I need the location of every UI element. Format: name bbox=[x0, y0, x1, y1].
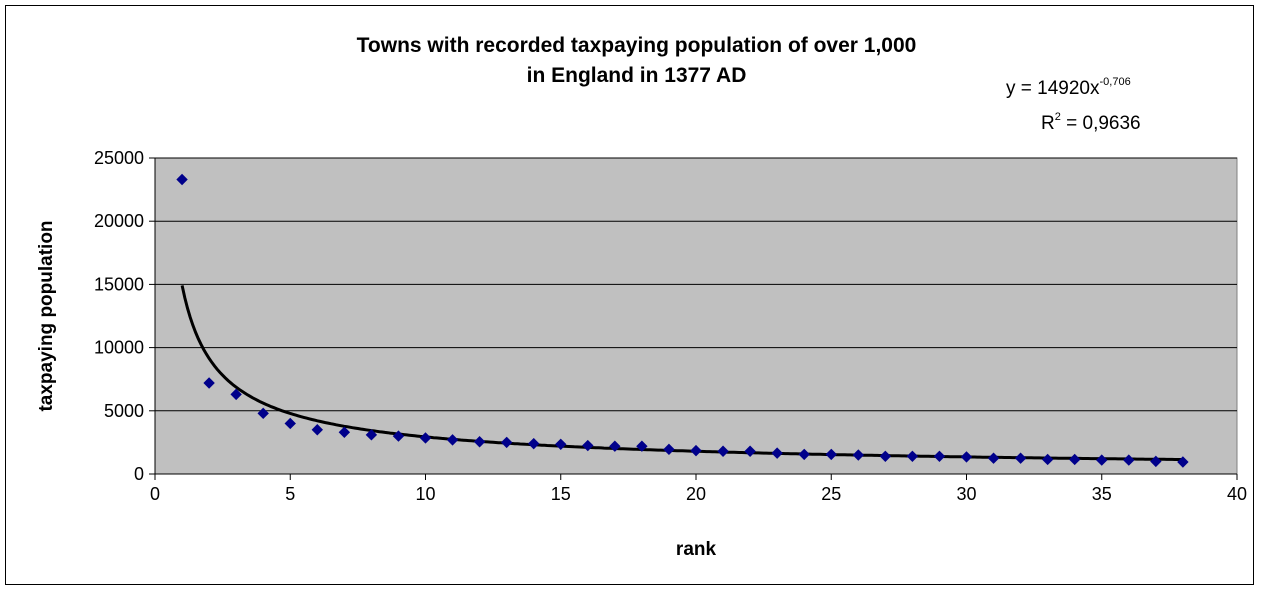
x-tick-label-35: 35 bbox=[1092, 484, 1112, 504]
data-point-23 bbox=[771, 447, 783, 459]
data-point-31 bbox=[987, 452, 1000, 464]
y-tick-label-15000: 15000 bbox=[94, 274, 144, 294]
data-point-18 bbox=[636, 440, 648, 452]
data-point-26 bbox=[852, 449, 865, 461]
chart-title-line-2: in England in 1377 AD bbox=[526, 64, 747, 87]
axes bbox=[149, 157, 1238, 480]
x-tick-label-25: 25 bbox=[821, 484, 841, 504]
data-point-28 bbox=[906, 450, 919, 463]
data-point-17 bbox=[609, 440, 621, 452]
r-squared-exponent: 2 bbox=[1054, 111, 1061, 123]
data-point-25 bbox=[825, 448, 837, 461]
data-point-11 bbox=[446, 434, 459, 446]
data-point-34 bbox=[1068, 453, 1081, 466]
y-tick-label-10000: 10000 bbox=[94, 338, 144, 358]
x-tick-label-10: 10 bbox=[415, 484, 435, 504]
data-point-36 bbox=[1123, 454, 1135, 466]
x-tick-label-40: 40 bbox=[1227, 484, 1247, 504]
data-point-24 bbox=[798, 448, 810, 461]
data-point-15 bbox=[555, 438, 567, 451]
r-squared-symbol: R bbox=[1041, 113, 1055, 134]
data-point-13 bbox=[500, 436, 513, 449]
data-point-2 bbox=[203, 377, 215, 389]
tick-labels: 0 5000 10000 15000 20000 25000 0 5 10 15 20 25 30 35 4… bbox=[94, 148, 1247, 504]
y-tick-label-0: 0 bbox=[134, 464, 144, 484]
plot-area bbox=[154, 157, 1238, 475]
x-tick-label-5: 5 bbox=[285, 484, 295, 504]
y-tick-label-5000: 5000 bbox=[104, 401, 144, 421]
trendline-equation-exponent: -0,706 bbox=[1099, 76, 1131, 88]
x-tick-label-15: 15 bbox=[551, 484, 571, 504]
gridlines bbox=[155, 157, 1237, 412]
data-point-14 bbox=[527, 437, 540, 450]
data-point-12 bbox=[473, 436, 486, 448]
y-tick-label-25000: 25000 bbox=[94, 148, 144, 168]
data-point-5 bbox=[284, 417, 296, 430]
data-point-10 bbox=[419, 432, 432, 444]
x-axis-title: rank bbox=[676, 539, 717, 560]
data-points bbox=[176, 173, 1189, 468]
data-point-33 bbox=[1041, 453, 1054, 466]
data-point-35 bbox=[1096, 454, 1108, 466]
data-point-1 bbox=[176, 173, 188, 186]
data-point-6 bbox=[311, 424, 324, 436]
data-point-19 bbox=[663, 443, 675, 456]
data-point-27 bbox=[879, 450, 892, 463]
data-point-9 bbox=[392, 430, 405, 442]
data-point-20 bbox=[690, 444, 702, 457]
data-point-8 bbox=[365, 429, 378, 441]
x-tick-label-0: 0 bbox=[150, 484, 160, 504]
data-point-3 bbox=[230, 388, 242, 401]
data-point-32 bbox=[1014, 452, 1027, 464]
data-point-21 bbox=[717, 445, 729, 457]
data-point-37 bbox=[1150, 455, 1162, 468]
data-point-38 bbox=[1177, 456, 1189, 468]
trendline-r-squared: R2 = 0,9636 bbox=[1041, 111, 1141, 135]
y-tick-label-20000: 20000 bbox=[94, 211, 144, 231]
x-tick-label-30: 30 bbox=[956, 484, 976, 504]
x-tick-label-20: 20 bbox=[686, 484, 706, 504]
y-axis-title: taxpaying population bbox=[36, 220, 57, 411]
trendline-equation: y = 14920x-0,706 bbox=[1006, 76, 1131, 100]
data-point-22 bbox=[744, 445, 756, 457]
data-point-30 bbox=[960, 451, 973, 463]
data-point-4 bbox=[257, 407, 269, 420]
trendline-equation-text: y = 14920x bbox=[1006, 78, 1100, 99]
data-point-16 bbox=[582, 439, 594, 452]
r-squared-value: = 0,9636 bbox=[1060, 113, 1141, 134]
data-point-29 bbox=[933, 450, 946, 463]
chart-title-line-1: Towns with recorded taxpaying population… bbox=[356, 34, 917, 57]
data-point-7 bbox=[338, 426, 351, 438]
